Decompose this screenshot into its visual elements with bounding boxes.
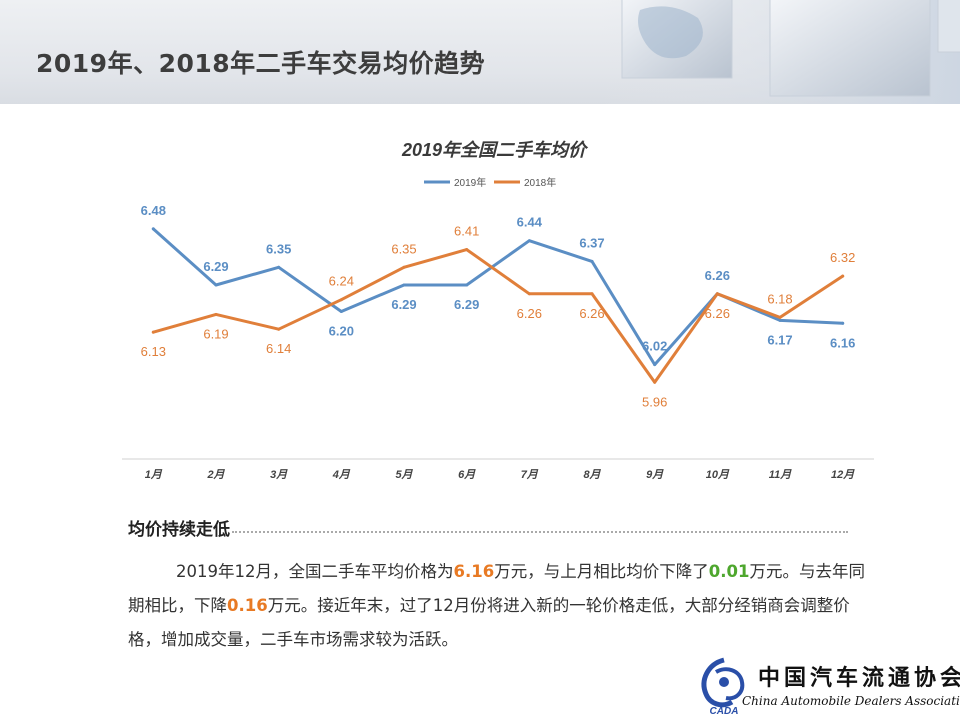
data-label: 6.16 xyxy=(830,335,855,350)
x-tick-label: 6月 xyxy=(458,469,476,481)
data-point xyxy=(277,265,281,269)
summary-text-2: 万元，与上月相比均价下降了 xyxy=(494,562,709,581)
data-point xyxy=(653,380,657,384)
data-label: 5.96 xyxy=(642,394,667,409)
logo-chinese-name: 中国汽车流通协会 xyxy=(758,665,960,691)
logo-english-name: China Automobile Dealers Association xyxy=(742,694,960,708)
header-decorative-art xyxy=(600,0,960,104)
data-label: 6.13 xyxy=(141,344,166,359)
x-tick-label: 8月 xyxy=(583,469,601,481)
series-line-2019 xyxy=(151,227,845,367)
x-tick-label: 10月 xyxy=(706,469,730,481)
data-label: 6.14 xyxy=(266,341,291,356)
x-tick-label: 9月 xyxy=(646,469,664,481)
cada-logo: CADA 中国汽车流通协会 China Automobile Dealers A… xyxy=(690,652,960,720)
dotted-divider xyxy=(232,521,848,533)
data-label: 6.41 xyxy=(454,224,479,239)
cada-abbr: CADA xyxy=(710,706,739,716)
data-point xyxy=(214,283,218,287)
data-point xyxy=(653,363,657,367)
data-label: 6.44 xyxy=(517,215,543,230)
data-label: 6.48 xyxy=(141,203,166,218)
x-tick-label: 4月 xyxy=(332,469,351,481)
x-tick-labels: 1月 2月 3月 4月 5月 6月 7月 8月 9月 10月 11月 12月 xyxy=(145,469,856,481)
data-point xyxy=(339,310,343,313)
line-chart: 2019年全国二手车均价 2019年 2018年 6.48 6.13 6.29 6.19… xyxy=(122,140,874,481)
legend-label: 2019年 xyxy=(454,176,486,189)
data-point xyxy=(402,283,406,287)
highlight-price: 6.16 xyxy=(453,562,495,581)
data-label: 6.02 xyxy=(642,339,667,354)
summary-text-3: 万元。与去年同期相比，下降 xyxy=(128,562,865,615)
x-tick-label: 12月 xyxy=(831,469,855,481)
data-label: 6.35 xyxy=(266,241,291,256)
data-label: 6.26 xyxy=(705,268,730,283)
highlight-mom-change: 0.01 xyxy=(708,562,750,581)
summary-paragraph: 2019年12月，全国二手车平均价格为6.16万元，与上月相比均价下降了0.01… xyxy=(128,555,868,657)
data-point xyxy=(527,292,531,296)
data-label: 6.17 xyxy=(767,332,792,347)
data-point xyxy=(214,312,218,316)
data-point xyxy=(151,227,155,231)
x-tick-label: 7月 xyxy=(521,469,539,481)
data-point xyxy=(151,330,155,334)
data-labels-layer: 6.48 6.13 6.29 6.19 6.35 6.14 6.20 6.24 6.29 6.35… xyxy=(141,203,856,409)
cada-emblem-icon: CADA xyxy=(701,657,745,716)
page-title: 2019年、2018年二手车交易均价趋势 xyxy=(36,49,486,78)
data-label: 6.26 xyxy=(705,306,730,321)
x-tick-label: 3月 xyxy=(270,469,288,481)
data-label: 6.37 xyxy=(579,235,604,250)
data-point xyxy=(841,274,845,278)
x-tick-label: 11月 xyxy=(769,469,792,481)
data-point xyxy=(277,327,281,331)
data-point xyxy=(527,239,531,243)
data-label: 6.24 xyxy=(329,274,354,289)
data-point xyxy=(715,292,719,296)
data-label: 6.35 xyxy=(391,241,416,256)
data-label: 6.29 xyxy=(203,259,228,274)
series-layer xyxy=(151,227,845,384)
data-label: 6.18 xyxy=(767,291,792,306)
data-label: 6.26 xyxy=(517,306,542,321)
data-point xyxy=(465,283,469,287)
x-tick-label: 5月 xyxy=(395,469,413,481)
series-line-2018 xyxy=(151,248,845,384)
highlight-yoy-change: 0.16 xyxy=(227,596,268,615)
header-band: 2019年、2018年二手车交易均价趋势 xyxy=(0,0,960,104)
data-label: 6.32 xyxy=(830,250,855,265)
data-point xyxy=(402,265,406,269)
data-point xyxy=(841,321,845,325)
chart-legend: 2019年 2018年 xyxy=(424,176,556,189)
x-tick-label: 1月 xyxy=(145,469,163,481)
data-point xyxy=(465,248,469,252)
summary-text-4: 万元。接近年末，过了12月份将进入新的一轮价格走低，大部分经销商会调整价格，增加… xyxy=(128,596,850,649)
chart-title: 2019年全国二手车均价 xyxy=(401,140,589,160)
section-heading: 均价持续走低 xyxy=(128,514,848,540)
data-label: 6.29 xyxy=(391,297,416,312)
x-tick-label: 2月 xyxy=(206,469,225,481)
data-label: 6.26 xyxy=(579,306,604,321)
data-label: 6.20 xyxy=(329,324,354,339)
data-point xyxy=(590,259,594,263)
data-point xyxy=(339,298,343,302)
data-point xyxy=(778,318,782,322)
data-point xyxy=(590,292,594,296)
legend-label: 2018年 xyxy=(524,176,556,189)
section-heading-text: 均价持续走低 xyxy=(128,519,230,540)
data-point xyxy=(778,315,782,319)
summary-text-1: 2019年12月，全国二手车平均价格为 xyxy=(176,562,454,581)
chart-area: 2019年全国二手车均价 2019年 2018年 6.48 6.13 6.29 6.19… xyxy=(0,104,960,504)
data-label: 6.19 xyxy=(203,326,228,341)
data-label: 6.29 xyxy=(454,297,479,312)
